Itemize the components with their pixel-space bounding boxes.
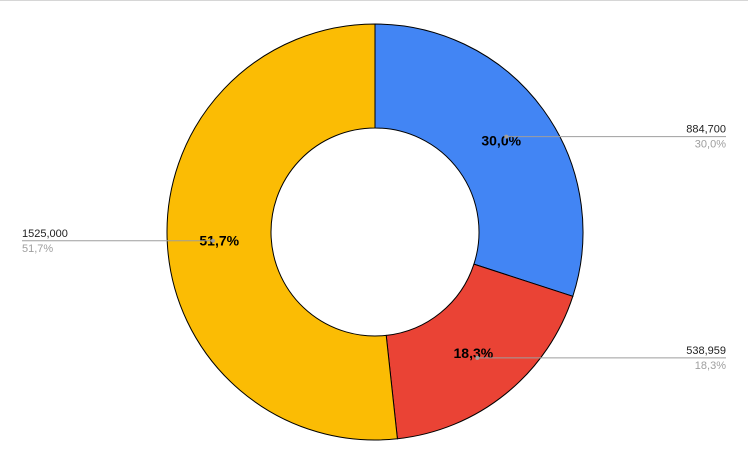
donut-slice-0 [374,23,584,297]
leader-dot-2 [210,238,215,243]
slice-percent-label-0: 30,0% [481,132,521,148]
leader-percent-label-0: 30,0% [695,139,726,151]
leader-value-label-0: 884,700 [686,124,726,136]
leader-percent-label-2: 51,7% [22,243,53,255]
slice-percent-label-2: 51,7% [199,232,239,248]
leader-dot-1 [475,355,480,360]
leader-dot-0 [504,134,509,139]
donut-slice-2 [166,23,398,441]
leader-value-label-2: 1525,000 [22,228,68,240]
slice-percent-label-1: 18,3% [454,345,494,361]
leader-percent-label-1: 18,3% [695,360,726,372]
leader-value-label-1: 538,959 [686,345,726,357]
